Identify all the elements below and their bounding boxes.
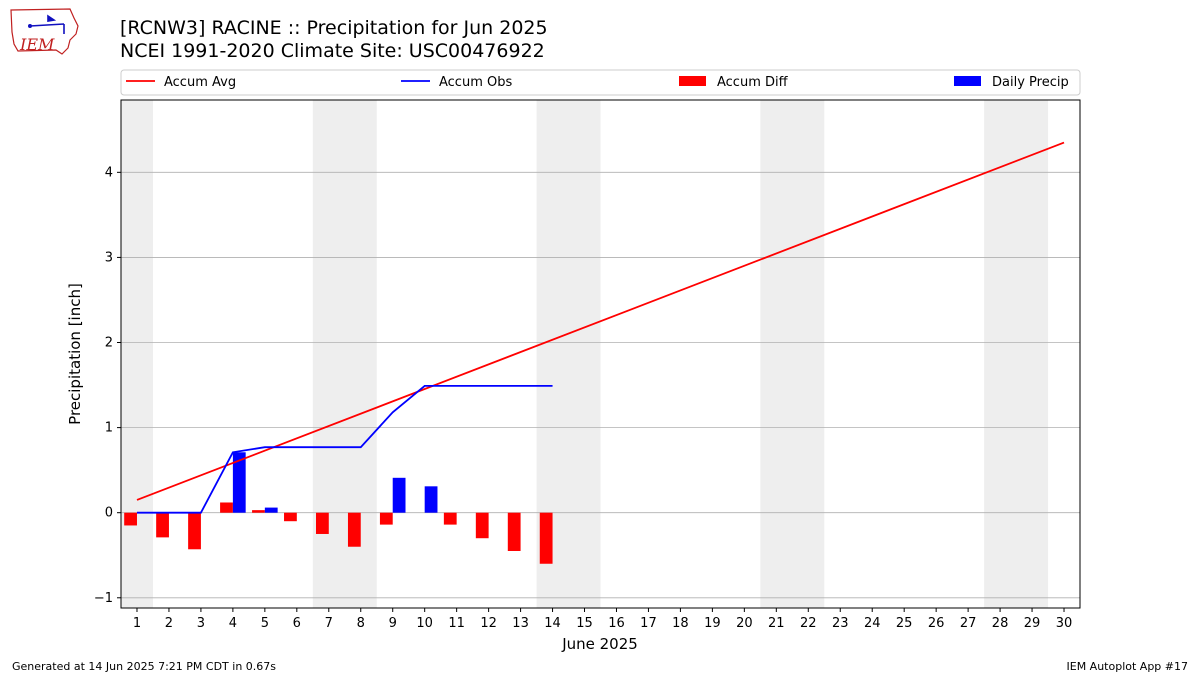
x-tick-label: 5 (261, 616, 269, 631)
x-tick-label: 30 (1056, 616, 1073, 631)
y-axis-ticks: −1 0 1 2 3 4 (94, 165, 121, 606)
series-lines (136, 141, 1065, 514)
grid-lines (121, 171, 1080, 599)
x-tick-label: 9 (389, 616, 397, 631)
x-tick-label: 4 (229, 616, 237, 631)
diff-bar-day-9 (379, 512, 393, 525)
x-tick-label: 2 (165, 616, 173, 631)
diff-bar-day-1 (124, 512, 137, 526)
diff-bar-day-4 (220, 502, 233, 513)
x-tick-label: 1 (133, 616, 141, 631)
legend-box (120, 69, 1081, 96)
accum-obs-line (136, 385, 553, 514)
y-tick-label: 0 (105, 506, 113, 521)
weekend-shading (121, 100, 1049, 608)
x-tick-label: 17 (640, 616, 657, 631)
x-tick-label: 8 (357, 616, 365, 631)
legend-swatch-accum-diff (679, 76, 706, 86)
x-tick-label: 19 (704, 616, 721, 631)
diff-bar-day-6 (284, 512, 297, 522)
x-tick-label: 18 (672, 616, 689, 631)
x-tick-label: 25 (896, 616, 913, 631)
x-tick-label: 28 (992, 616, 1009, 631)
accum-avg-line (136, 141, 1065, 501)
diff-bar-day-3 (188, 512, 201, 550)
x-axis-label: June 2025 (561, 635, 638, 653)
x-tick-label: 27 (960, 616, 977, 631)
weekend-band-0 (121, 100, 153, 608)
x-tick-label: 3 (197, 616, 205, 631)
x-tick-label: 24 (864, 616, 881, 631)
x-tick-label: 14 (544, 616, 561, 631)
x-tick-label: 23 (832, 616, 849, 631)
x-tick-label: 12 (480, 616, 497, 631)
x-tick-label: 22 (800, 616, 817, 631)
app-label: IEM Autoplot App #17 (1066, 660, 1189, 673)
diff-bar-day-8 (347, 512, 361, 547)
legend-label-daily-precip: Daily Precip (992, 75, 1069, 90)
diff-bar-day-5 (252, 510, 265, 513)
x-tick-label: 29 (1024, 616, 1041, 631)
logo-text: IEM (19, 35, 55, 54)
x-axis-ticks: 1 2 3 4 5 6 7 8 9 10 11 12 13 14 15 16 17 18 19 20 21 22 23 24 2… (133, 608, 1072, 631)
diff-bar-day-13 (507, 512, 521, 551)
generated-timestamp: Generated at 14 Jun 2025 7:21 PM CDT in … (12, 660, 277, 673)
legend-swatch-daily-precip (954, 76, 981, 86)
bars (124, 452, 553, 564)
daily-bar-day-9 (392, 477, 406, 513)
y-tick-label: 1 (105, 421, 113, 436)
x-tick-label: 20 (736, 616, 753, 631)
weekend-band-3 (760, 100, 825, 608)
diff-bar-day-14 (539, 512, 553, 564)
x-tick-label: 7 (325, 616, 333, 631)
y-tick-label: 3 (105, 250, 113, 265)
y-tick-label: 4 (105, 165, 113, 180)
daily-bar-day-4 (232, 452, 246, 513)
weekend-band-4 (984, 100, 1049, 608)
x-tick-label: 21 (768, 616, 785, 631)
chart-subtitle: NCEI 1991-2020 Climate Site: USC00476922 (120, 40, 545, 62)
plot-frame (120, 99, 1081, 609)
x-tick-label: 16 (608, 616, 625, 631)
y-axis-label: Precipitation [inch] (66, 283, 84, 425)
x-tick-label: 10 (416, 616, 433, 631)
daily-bar-day-10 (424, 486, 438, 513)
legend-label-accum-obs: Accum Obs (439, 75, 512, 90)
x-tick-label: 6 (293, 616, 301, 631)
x-tick-label: 15 (576, 616, 593, 631)
y-tick-label: 2 (105, 336, 113, 351)
iowa-outline-icon (10, 8, 79, 55)
diff-bar-day-11 (443, 512, 457, 525)
legend-label-accum-diff: Accum Diff (717, 75, 789, 90)
diff-bar-day-2 (156, 512, 169, 538)
x-tick-label: 26 (928, 616, 945, 631)
wind-vane-icon (29, 14, 65, 34)
legend: Accum Avg Accum Obs Accum Diff Daily Precip (120, 69, 1081, 96)
y-tick-label: −1 (94, 591, 113, 606)
iem-logo: IEM (10, 8, 79, 55)
legend-label-accum-avg: Accum Avg (164, 75, 236, 90)
diff-bar-day-7 (315, 512, 329, 534)
daily-bar-day-5 (264, 507, 278, 513)
x-tick-label: 11 (448, 616, 465, 631)
chart-title: [RCNW3] RACINE :: Precipitation for Jun … (120, 17, 548, 39)
x-tick-label: 13 (512, 616, 529, 631)
diff-bar-day-12 (475, 512, 489, 539)
